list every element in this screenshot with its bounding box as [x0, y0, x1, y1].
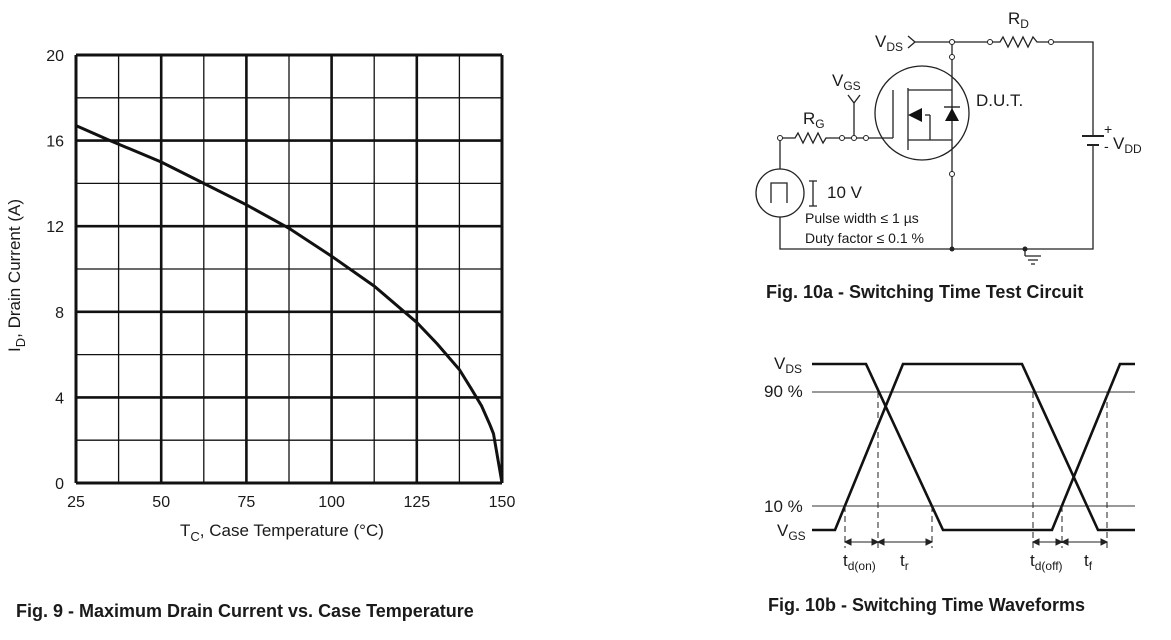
y-tick-label: 16	[46, 134, 64, 151]
wave-90-label: 90 %	[764, 382, 803, 401]
wave-vgs-label: VGS	[777, 521, 806, 543]
duty-factor-note: Duty factor ≤ 0.1 %	[805, 230, 924, 246]
x-tick-label: 50	[152, 494, 170, 511]
rg-label: RG	[803, 109, 825, 131]
y-tick-label: 8	[55, 305, 64, 322]
y-tick-label: 0	[55, 476, 64, 493]
vdd-minus: -	[1104, 138, 1109, 154]
switching-test-circuit: VDS RD VGS RG D.U.T. + - VDD 10 V Pulse …	[755, 9, 1142, 265]
wave-vds-label: VDS	[774, 354, 802, 376]
x-tick-label: 100	[318, 494, 345, 511]
pulse-source	[755, 168, 805, 218]
y-tick-label: 4	[55, 390, 64, 407]
fig9-caption: Fig. 9 - Maximum Drain Current vs. Case …	[16, 601, 474, 621]
y-axis-label: ID, Drain Current (A)	[5, 199, 28, 352]
chart-grid	[74, 53, 504, 485]
y-tick-label: 20	[46, 48, 64, 65]
x-tick-label: 25	[67, 494, 85, 511]
waveform-1	[812, 362, 1135, 532]
vdd-label: VDD	[1113, 134, 1142, 156]
fig10b-caption: Fig. 10b - Switching Time Waveforms	[768, 595, 1086, 615]
rg-resistor	[790, 131, 893, 145]
x-tick-label: 150	[489, 494, 516, 511]
td-on-label: td(on)	[843, 551, 876, 573]
td-off-label: td(off)	[1030, 551, 1063, 573]
wave-10-label: 10 %	[764, 497, 803, 516]
pulse-amplitude: 10 V	[827, 183, 863, 202]
pulse-width-note: Pulse width ≤ 1 µs	[805, 210, 919, 226]
y-tick-label: 12	[46, 219, 64, 236]
x-axis-label: TC, Case Temperature (°C)	[180, 521, 384, 544]
dut-label: D.U.T.	[976, 91, 1023, 110]
rd-resistor	[990, 35, 1051, 49]
series-line	[75, 124, 504, 484]
tr-label: tr	[900, 551, 909, 573]
vds-label: VDS	[875, 32, 903, 54]
vgs-label: VGS	[832, 71, 861, 93]
x-tick-label: 75	[238, 494, 256, 511]
mosfet-symbol	[874, 65, 970, 161]
waveform-2	[812, 362, 1135, 532]
tf-label: tf	[1084, 551, 1093, 573]
chart-ticks: 25 50 75 100 125 150 0 4 8 12 16 20	[46, 48, 515, 511]
vdd-plus: +	[1104, 121, 1112, 137]
rd-label: RD	[1008, 9, 1029, 31]
x-tick-label: 125	[403, 494, 430, 511]
drain-current-chart: 25 50 75 100 125 150 0 4 8 12 16 20 TC, Case Temper…	[5, 48, 515, 544]
fig10a-caption: Fig. 10a - Switching Time Test Circuit	[766, 282, 1084, 302]
